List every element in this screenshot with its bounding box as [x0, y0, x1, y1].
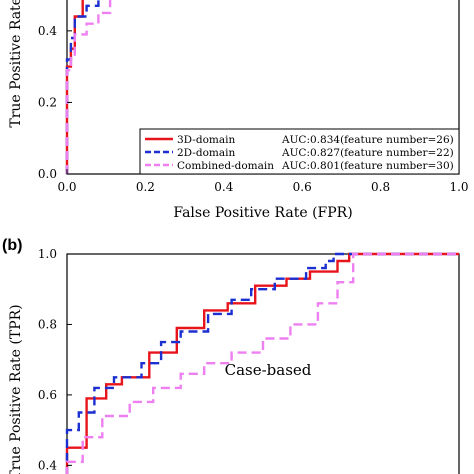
y-axis-label: True Positive Rate (TPR) [8, 304, 24, 474]
y-tick-label: 0.0 [38, 167, 57, 181]
panel-label-b: (b) [2, 237, 22, 254]
series-line-3d-domain [65, 252, 459, 474]
x-tick-label: 0.6 [293, 180, 312, 194]
legend-auc-label: AUC:0.827(feature number=22) [281, 147, 454, 159]
legend-label: 3D-domain [177, 134, 235, 146]
y-tick-label: 0.4 [38, 458, 57, 472]
x-tick-label: 0.4 [214, 180, 233, 194]
x-tick-label: 0.8 [371, 180, 390, 194]
y-tick-label: 0.2 [38, 95, 57, 109]
legend-auc-label: AUC:0.801(feature number=30) [281, 160, 454, 172]
legend-box [139, 128, 460, 175]
panel-a: 0.0 0.2 0.4 0.6 0.8 1.0 0.0 0.2 0.4 False Positiv… [8, 0, 469, 221]
series-line-combined-domain [65, 252, 459, 474]
x-tick-label: 0.0 [57, 180, 76, 194]
panel-b: 0.4 0.6 0.8 1.0 True Positive Rate (TPR) (b) C… [2, 237, 460, 474]
legend-label: Combined-domain [177, 160, 274, 172]
plot-frame [66, 253, 460, 474]
x-tick-label: 1.0 [449, 180, 468, 194]
y-tick-label: 0.6 [38, 388, 57, 402]
y-tick-label: 1.0 [38, 247, 57, 261]
legend-auc-label: AUC:0.834(feature number=26) [281, 134, 454, 146]
y-tick-label: 0.8 [38, 317, 57, 331]
case-based-annotation: Case-based [225, 361, 312, 379]
legend-label: 2D-domain [177, 147, 235, 159]
series-line-2d-domain [65, 0, 100, 174]
x-axis-label: False Positive Rate (FPR) [173, 205, 352, 221]
x-tick-label: 0.2 [136, 180, 155, 194]
series-line-2d-domain [65, 252, 459, 474]
y-axis-label: True Positive Rate (TPR) [8, 0, 24, 128]
y-tick-label: 0.4 [38, 24, 57, 38]
